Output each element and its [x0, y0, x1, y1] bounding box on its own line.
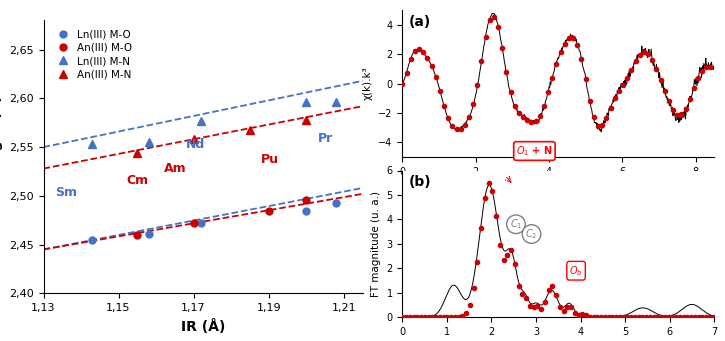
Y-axis label: χ(k).k³: χ(k).k³ — [362, 67, 373, 100]
Text: Am: Am — [164, 162, 186, 176]
Text: Sm: Sm — [55, 186, 77, 199]
Text: (a): (a) — [409, 15, 431, 29]
Text: Pr: Pr — [318, 132, 333, 145]
Text: Pu: Pu — [261, 153, 279, 166]
Y-axis label: Bond length (Å): Bond length (Å) — [0, 95, 4, 219]
Text: Nd: Nd — [186, 138, 205, 151]
Text: $C_2$: $C_2$ — [526, 227, 538, 241]
X-axis label: k (Å⁻¹): k (Å⁻¹) — [540, 182, 576, 194]
Text: Cm: Cm — [126, 174, 148, 187]
Y-axis label: FT magnitude (u. a.): FT magnitude (u. a.) — [371, 191, 381, 297]
X-axis label: IR (Å): IR (Å) — [181, 318, 225, 333]
Text: $C_1$: $C_1$ — [510, 217, 522, 231]
Text: $O_b$: $O_b$ — [569, 264, 583, 278]
Text: (b): (b) — [409, 175, 431, 189]
Legend: Ln(III) M-O, An(III) M-O, Ln(III) M-N, An(III) M-N: Ln(III) M-O, An(III) M-O, Ln(III) M-N, A… — [49, 26, 136, 84]
Text: $O_1$ + N: $O_1$ + N — [516, 144, 552, 158]
